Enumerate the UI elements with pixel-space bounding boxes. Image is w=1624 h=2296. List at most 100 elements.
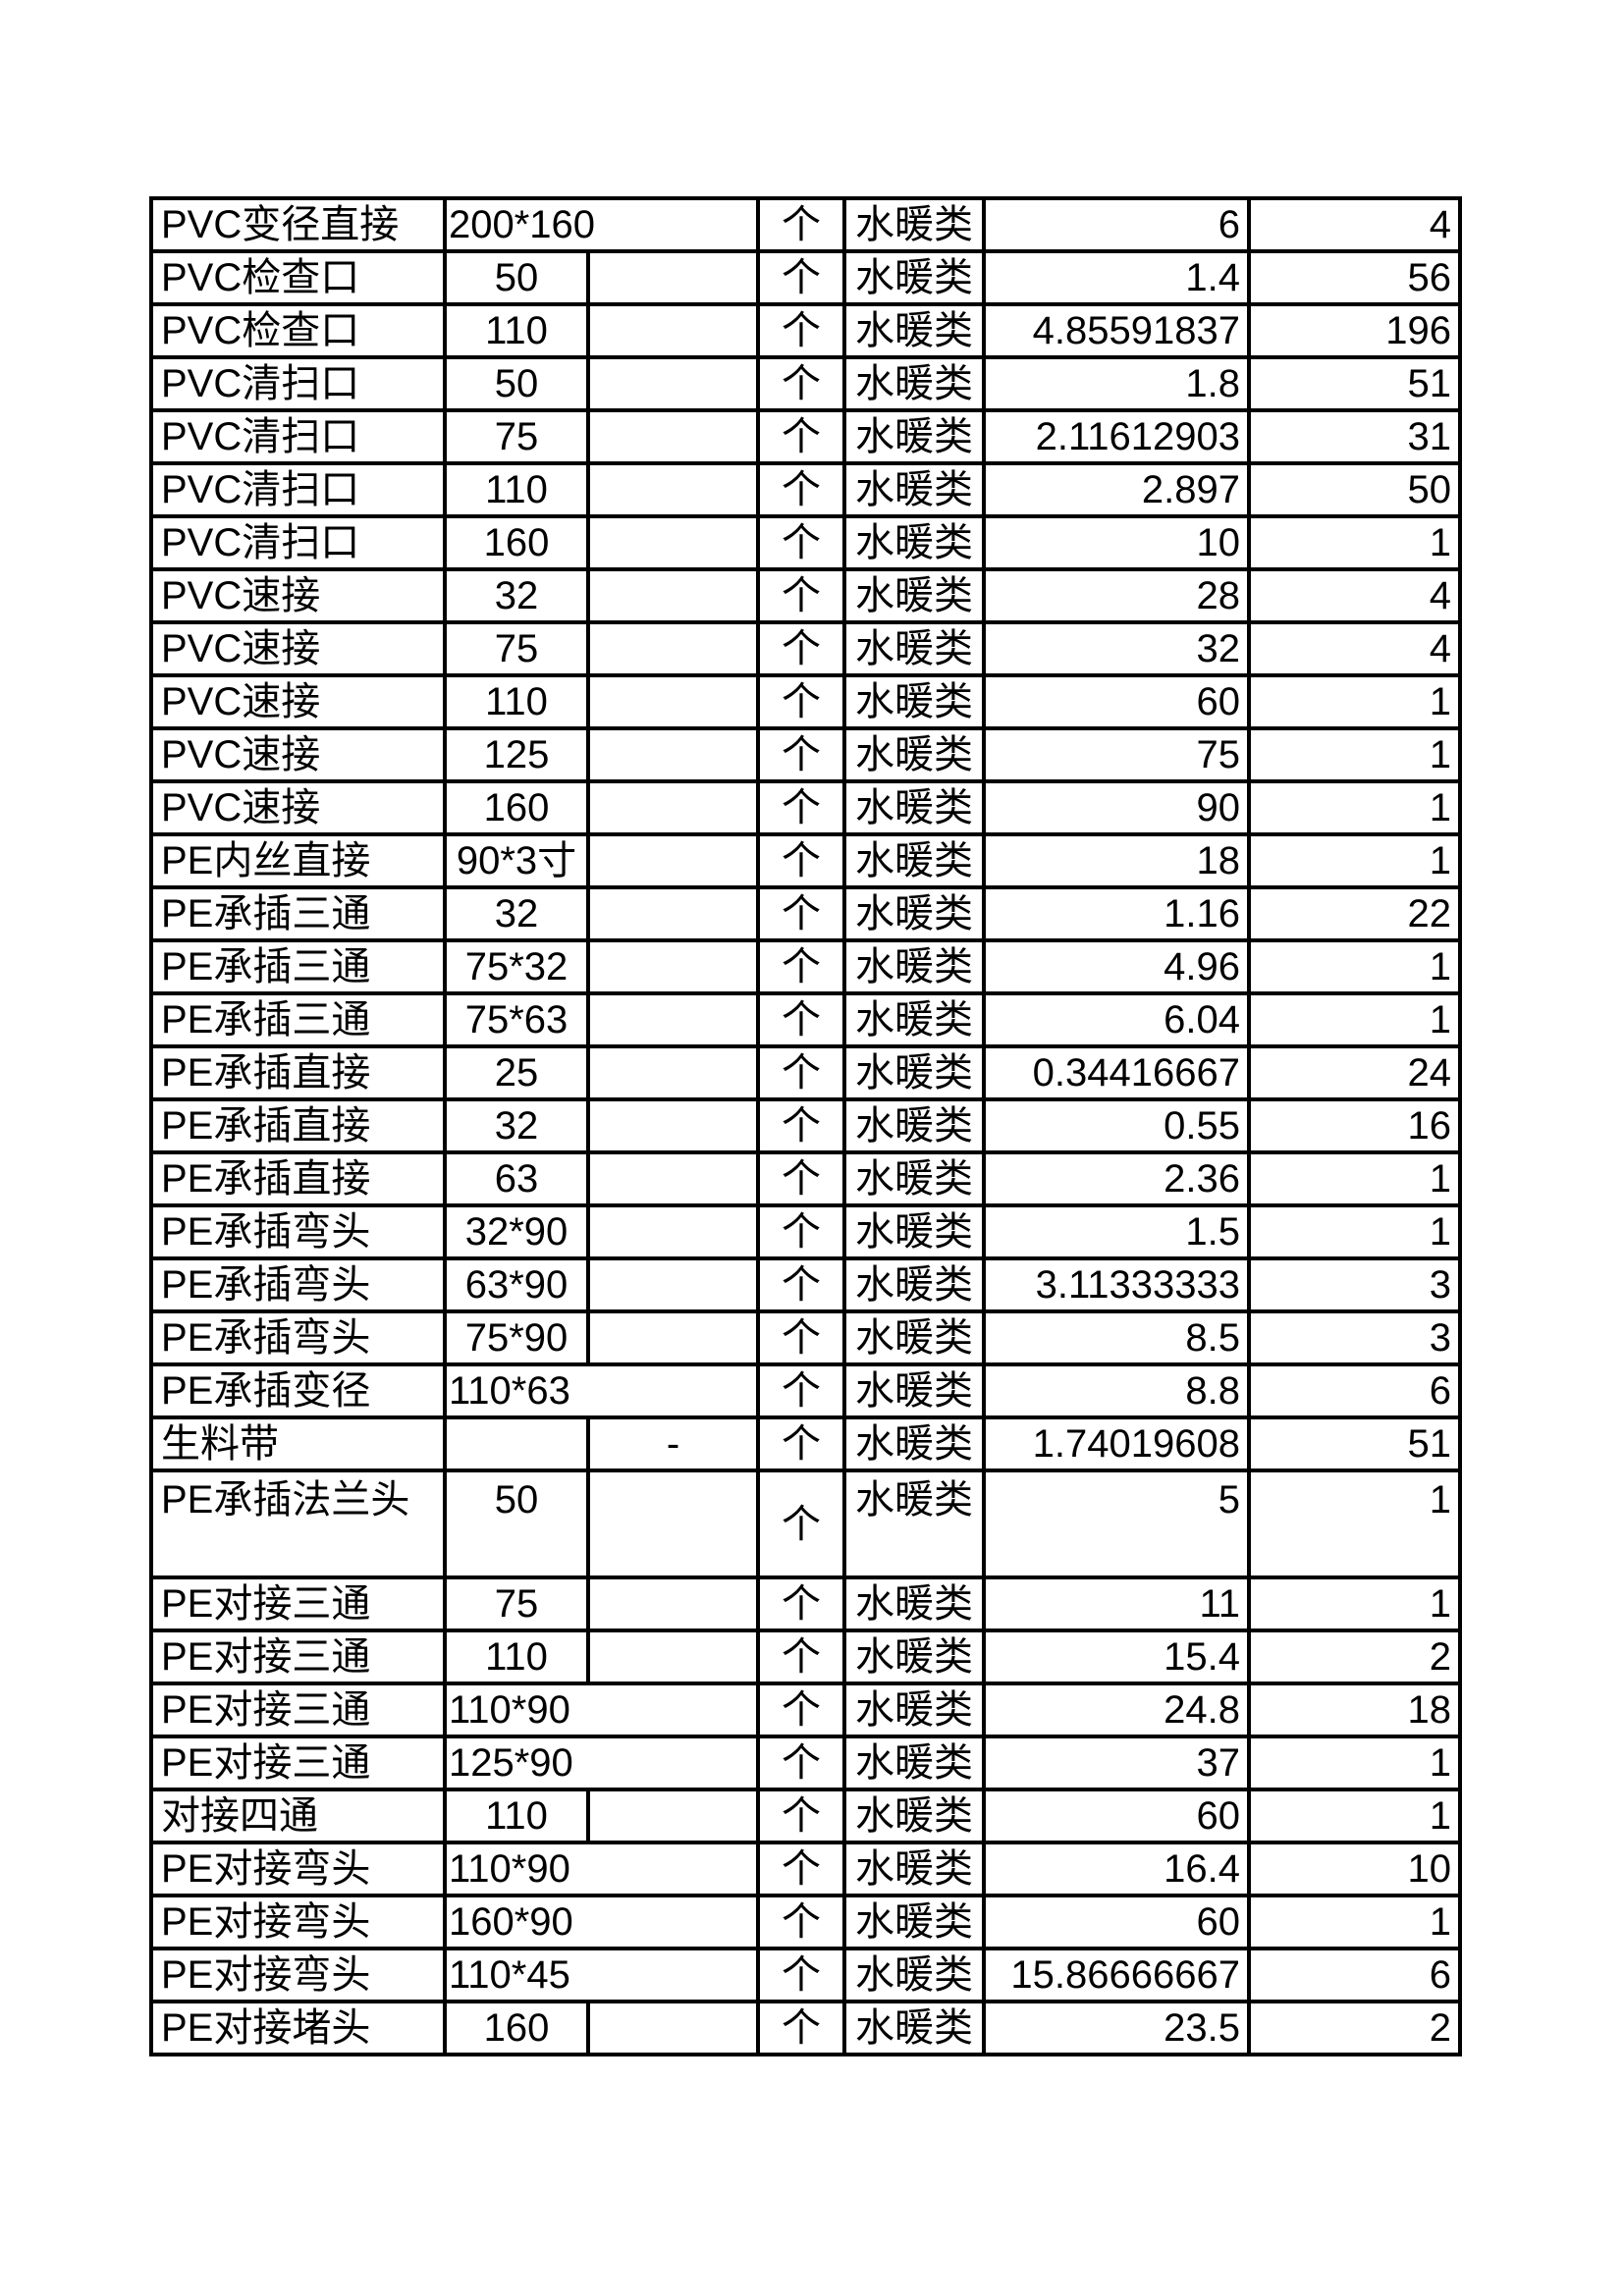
table-row: PVC检查口 110 个水暖类 4.85591837 196 [149,302,1462,359]
spacer-cell [586,1256,760,1313]
inventory-table: PVC变径直接 200*160 个水暖类 6 4 PVC检查口 50 个水暖类 1.4 56 PVC… [149,196,1462,2056]
category-cell: 水暖类 [842,726,986,783]
unit-cell: 个 [756,726,846,783]
spacer-cell [586,1097,760,1154]
table-row: PE对接弯头 110*45 个水暖类 15.86666667 6 [149,1947,1462,2003]
table-row: 生料带 - 个水暖类 1.74019608 51 [149,1415,1462,1472]
unit-cell: 个 [756,1150,846,1207]
unit-cell: 个 [756,461,846,518]
table-row: PVC清扫口 50 个水暖类 1.8 51 [149,355,1462,412]
unit-cell: 个 [756,1362,846,1419]
quantity-cell: 1 [1247,1150,1462,1207]
unit-cell: 个 [756,1894,846,1950]
size-cell: 75 [443,408,590,465]
spacer-cell [586,514,760,571]
size-cell: 110 [443,461,590,518]
product-name-cell: PVC清扫口 [149,461,447,518]
price-cell: 18 [982,832,1251,889]
category-cell: 水暖类 [842,1415,986,1472]
size-cell: 50 [443,249,590,306]
unit-cell: 个 [756,1203,846,1260]
size-cell: 75*63 [443,991,590,1048]
size-cell: 50 [443,355,590,412]
spacer-cell [586,1044,760,1101]
table-row: PVC速接 75 个水暖类 32 4 [149,620,1462,677]
category-cell: 水暖类 [842,1044,986,1101]
price-cell: 6 [982,196,1251,253]
product-name-cell: PVC速接 [149,779,447,836]
product-name-cell: PE承插三通 [149,885,447,942]
quantity-cell: 50 [1247,461,1462,518]
product-name-cell: PE承插直接 [149,1150,447,1207]
product-name-cell: PVC速接 [149,567,447,624]
product-name-cell: PE承插变径 [149,1362,447,1419]
unit-cell: 个 [756,1947,846,2003]
size-cell: 90*3寸 [443,832,590,889]
table-row: PE承插弯头 75*90 个水暖类 8.5 3 [149,1309,1462,1366]
size-cell: 110 [443,302,590,359]
unit-cell: 个 [756,779,846,836]
product-name-cell: PE承插弯头 [149,1203,447,1260]
table-row: PE承插三通 75*32 个水暖类 4.96 1 [149,938,1462,995]
price-cell: 0.55 [982,1097,1251,1154]
category-cell: 水暖类 [842,673,986,730]
spacer-cell [586,355,760,412]
quantity-cell: 16 [1247,1097,1462,1154]
product-name-cell: PE对接弯头 [149,1894,447,1950]
quantity-cell: 4 [1247,567,1462,624]
quantity-cell: 1 [1247,1203,1462,1260]
price-cell: 60 [982,673,1251,730]
unit-cell: 个 [756,196,846,253]
product-name-cell: 对接四通 [149,1788,447,1844]
price-cell: 1.16 [982,885,1251,942]
quantity-cell: 196 [1247,302,1462,359]
product-name-cell: PVC变径直接 [149,196,447,253]
table-row: PVC检查口 50 个水暖类 1.4 56 [149,249,1462,306]
size-cell: 63 [443,1150,590,1207]
price-cell: 1.8 [982,355,1251,412]
table-row: PVC清扫口 160 个水暖类 10 1 [149,514,1462,571]
price-cell: 75 [982,726,1251,783]
unit-cell: 个 [756,1415,846,1472]
table-row: PE承插三通 32 个水暖类 1.16 22 [149,885,1462,942]
category-cell: 水暖类 [842,1735,986,1791]
product-name-cell: PE承插弯头 [149,1309,447,1366]
quantity-cell: 1 [1247,1575,1462,1632]
size-cell: 32 [443,1097,590,1154]
product-name-cell: PE承插直接 [149,1097,447,1154]
price-cell: 6.04 [982,991,1251,1048]
size-cell: 110*45 [443,1947,760,2003]
unit-cell: 个 [756,1841,846,1897]
size-cell: 25 [443,1044,590,1101]
size-cell: 110*90 [443,1682,760,1738]
product-name-cell: PVC清扫口 [149,514,447,571]
quantity-cell: 4 [1247,620,1462,677]
spacer-cell [586,1788,760,1844]
table-row: PE对接三通 125*90 个水暖类 37 1 [149,1735,1462,1791]
category-cell: 水暖类 [842,1788,986,1844]
table-row: 对接四通 110 个水暖类 60 1 [149,1788,1462,1844]
table-row: PE承插弯头 63*90 个水暖类 3.11333333 3 [149,1256,1462,1313]
quantity-cell: 24 [1247,1044,1462,1101]
spacer-cell [586,249,760,306]
category-cell: 水暖类 [842,991,986,1048]
size-cell: 110*63 [443,1362,760,1419]
spacer-cell [586,2000,760,2056]
product-name-cell: PVC速接 [149,726,447,783]
product-name-cell: PE承插法兰头 [149,1468,447,1579]
size-cell: 125 [443,726,590,783]
quantity-cell: 2 [1247,1629,1462,1685]
unit-cell: 个 [756,885,846,942]
category-cell: 水暖类 [842,514,986,571]
category-cell: 水暖类 [842,567,986,624]
category-cell: 水暖类 [842,1203,986,1260]
product-name-cell: PE承插三通 [149,938,447,995]
price-cell: 4.96 [982,938,1251,995]
price-cell: 8.8 [982,1362,1251,1419]
quantity-cell: 1 [1247,1894,1462,1950]
product-name-cell: PE对接三通 [149,1682,447,1738]
product-name-cell: PE对接三通 [149,1735,447,1791]
quantity-cell: 56 [1247,249,1462,306]
spacer-cell [586,1203,760,1260]
price-cell: 2.897 [982,461,1251,518]
